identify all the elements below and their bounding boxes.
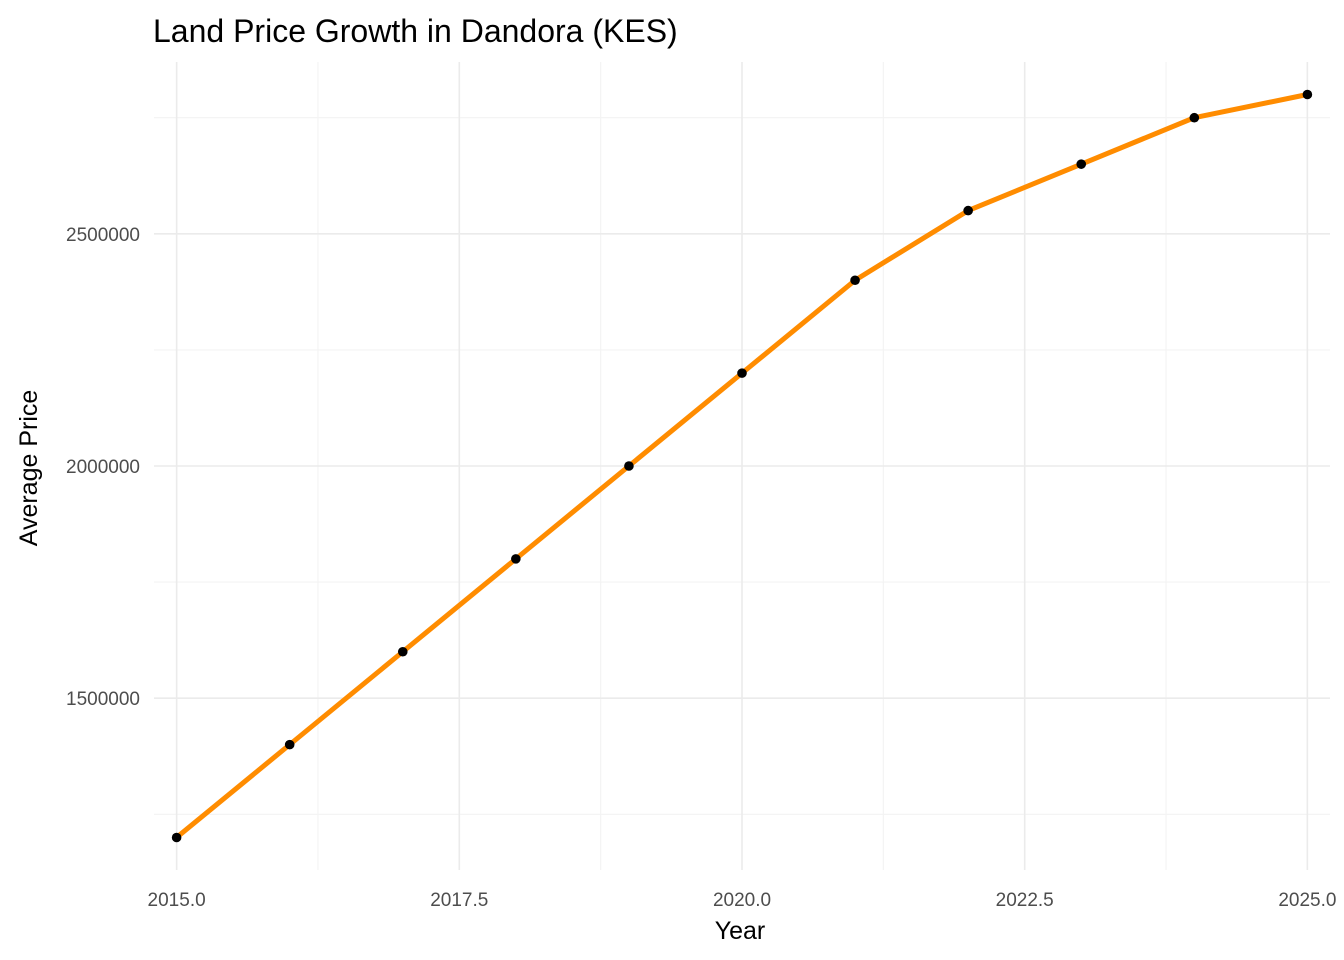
data-point [284, 739, 295, 750]
data-point [963, 205, 973, 216]
data-point [1076, 159, 1087, 169]
x-tick-label: 2020.0 [713, 890, 771, 911]
y-tick-label: 2500000 [66, 225, 140, 246]
grid [154, 62, 1330, 870]
data-point [737, 368, 747, 378]
data-point [511, 554, 521, 564]
data-point [624, 461, 634, 471]
x-tick-label: 2022.5 [996, 890, 1054, 911]
data-point [850, 275, 860, 286]
data-point [1302, 89, 1313, 100]
y-axis-ticks: 1500000 2000000 2500000 [66, 225, 140, 710]
data-point [171, 832, 182, 843]
x-tick-label: 2025.0 [1278, 890, 1336, 911]
x-tick-label: 2017.5 [430, 890, 488, 911]
y-tick-label: 2000000 [66, 457, 140, 478]
x-tick-label: 2015.0 [148, 890, 206, 911]
series-layer [171, 89, 1313, 843]
data-point [397, 646, 408, 657]
x-axis-ticks: 2015.0 2017.5 2020.0 2022.5 2025.0 [148, 890, 1337, 911]
x-axis-label: Year [715, 917, 766, 945]
y-tick-label: 1500000 [66, 689, 140, 710]
chart-title: Land Price Growth in Dandora (KES) [153, 13, 678, 49]
data-point [1189, 112, 1200, 123]
y-axis-label: Average Price [15, 390, 43, 547]
